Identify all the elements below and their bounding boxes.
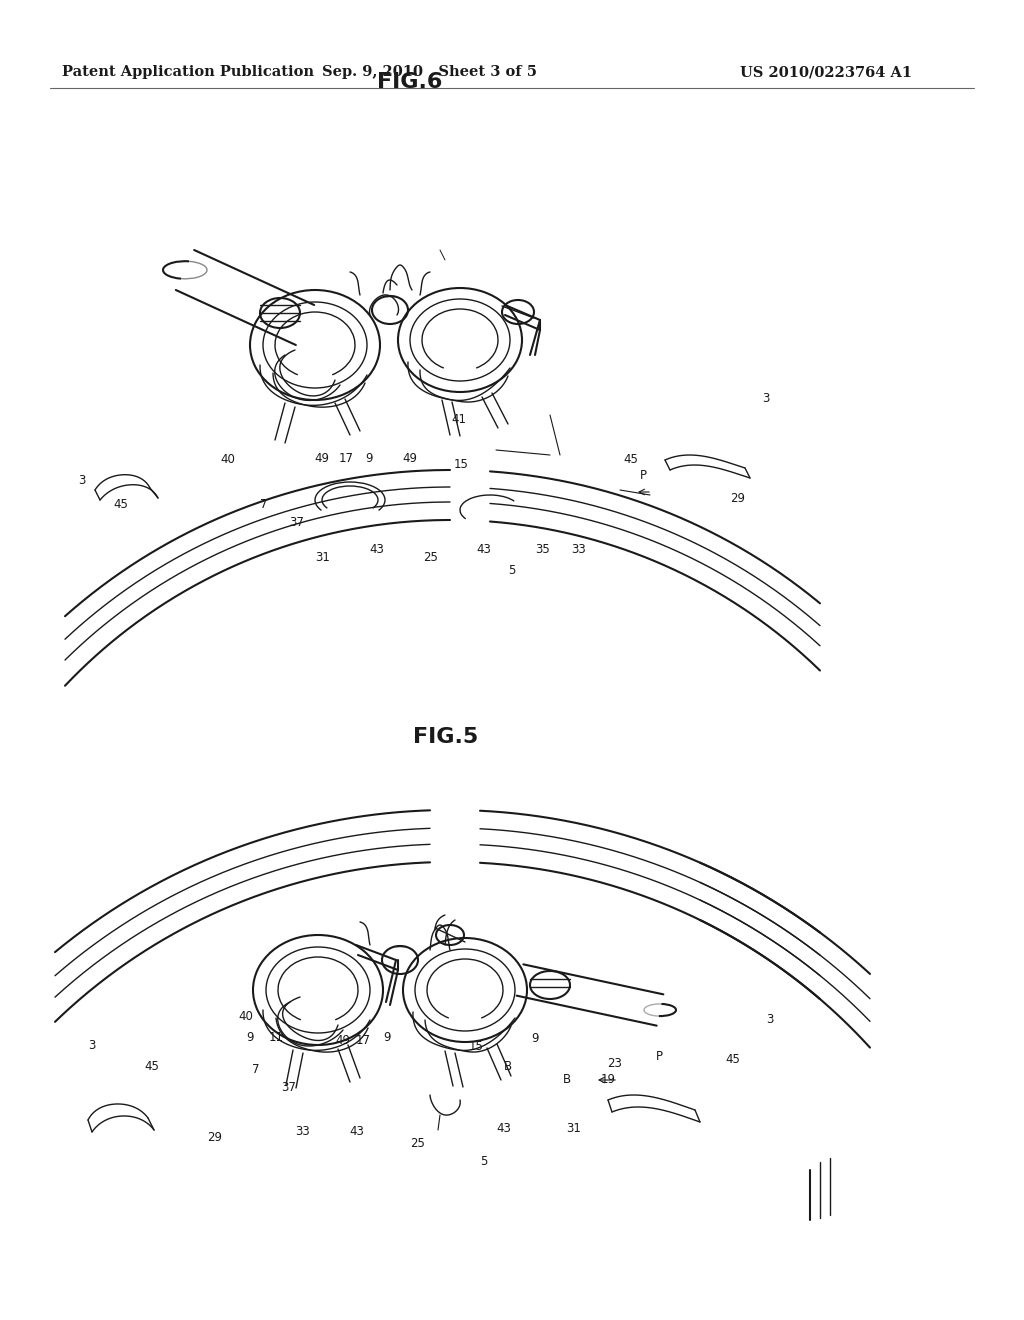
Text: 49: 49	[336, 1034, 350, 1047]
Text: 43: 43	[476, 543, 490, 556]
Text: FIG.5: FIG.5	[413, 726, 478, 747]
Text: 29: 29	[730, 492, 744, 506]
Text: 5: 5	[479, 1155, 487, 1168]
Text: Sep. 9, 2010   Sheet 3 of 5: Sep. 9, 2010 Sheet 3 of 5	[323, 65, 538, 79]
Text: 29: 29	[208, 1131, 222, 1144]
Text: 41: 41	[452, 413, 466, 426]
Text: 37: 37	[290, 516, 304, 529]
Text: 15: 15	[454, 458, 468, 471]
Text: 3: 3	[766, 1012, 774, 1026]
Text: FIG.6: FIG.6	[377, 71, 442, 92]
Text: 9: 9	[383, 1031, 391, 1044]
Text: 23: 23	[607, 1057, 622, 1071]
Text: 31: 31	[315, 550, 330, 564]
Text: 25: 25	[423, 550, 437, 564]
Text: 25: 25	[411, 1137, 425, 1150]
Text: 9: 9	[246, 1031, 254, 1044]
Text: 31: 31	[566, 1122, 581, 1135]
Text: 35: 35	[536, 543, 550, 556]
Text: 45: 45	[726, 1053, 740, 1067]
Text: P: P	[640, 469, 646, 482]
Text: 33: 33	[571, 543, 586, 556]
Text: 43: 43	[497, 1122, 511, 1135]
Text: 40: 40	[239, 1010, 253, 1023]
Text: P: P	[656, 1049, 663, 1063]
Text: 9: 9	[530, 1032, 539, 1045]
Text: 19: 19	[601, 1073, 615, 1086]
Text: 43: 43	[349, 1125, 364, 1138]
Text: 45: 45	[144, 1060, 159, 1073]
Text: B: B	[563, 1073, 571, 1086]
Text: 43: 43	[370, 543, 384, 556]
Text: 11: 11	[269, 1031, 284, 1044]
Text: 17: 17	[356, 1034, 371, 1047]
Text: 9: 9	[365, 451, 373, 465]
Text: 17: 17	[339, 451, 353, 465]
Text: 49: 49	[314, 451, 329, 465]
Text: 45: 45	[624, 453, 638, 466]
Text: 3: 3	[78, 474, 86, 487]
Text: 5: 5	[508, 564, 516, 577]
Text: 7: 7	[260, 498, 268, 511]
Text: US 2010/0223764 A1: US 2010/0223764 A1	[740, 65, 912, 79]
Text: Patent Application Publication: Patent Application Publication	[62, 65, 314, 79]
Text: 3: 3	[88, 1039, 96, 1052]
Text: 40: 40	[220, 453, 234, 466]
Text: 45: 45	[114, 498, 128, 511]
Text: 33: 33	[295, 1125, 309, 1138]
Text: 7: 7	[252, 1063, 260, 1076]
Text: 49: 49	[402, 451, 417, 465]
Text: 15: 15	[469, 1040, 483, 1053]
Text: 3: 3	[762, 392, 770, 405]
Text: B: B	[504, 1060, 512, 1073]
Text: 37: 37	[282, 1081, 296, 1094]
